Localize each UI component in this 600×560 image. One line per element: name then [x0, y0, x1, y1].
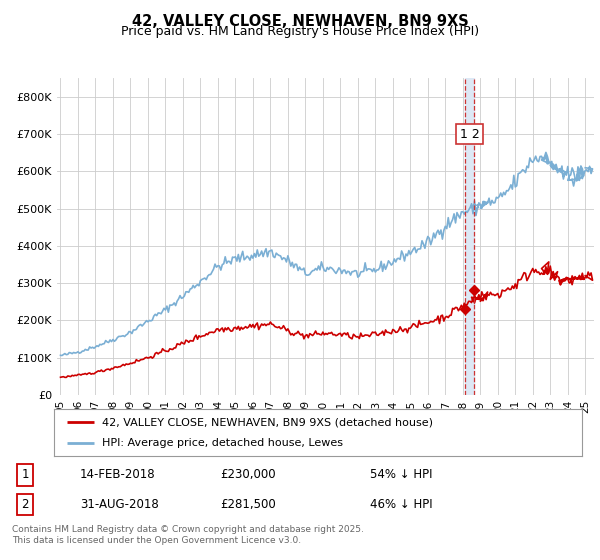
Text: 14-FEB-2018: 14-FEB-2018: [80, 468, 155, 482]
Text: 42, VALLEY CLOSE, NEWHAVEN, BN9 9XS (detached house): 42, VALLEY CLOSE, NEWHAVEN, BN9 9XS (det…: [101, 417, 433, 427]
Text: 31-AUG-2018: 31-AUG-2018: [80, 498, 159, 511]
Text: HPI: Average price, detached house, Lewes: HPI: Average price, detached house, Lewe…: [101, 438, 343, 448]
Text: 46% ↓ HPI: 46% ↓ HPI: [370, 498, 433, 511]
Text: 1 2: 1 2: [460, 128, 479, 141]
Text: Contains HM Land Registry data © Crown copyright and database right 2025.
This d: Contains HM Land Registry data © Crown c…: [12, 525, 364, 545]
Text: 2: 2: [21, 498, 29, 511]
Text: 1: 1: [21, 468, 29, 482]
Text: 54% ↓ HPI: 54% ↓ HPI: [370, 468, 433, 482]
Text: Price paid vs. HM Land Registry's House Price Index (HPI): Price paid vs. HM Land Registry's House …: [121, 25, 479, 38]
Bar: [465, 78, 475, 395]
Text: 42, VALLEY CLOSE, NEWHAVEN, BN9 9XS: 42, VALLEY CLOSE, NEWHAVEN, BN9 9XS: [131, 14, 469, 29]
Text: £281,500: £281,500: [220, 498, 276, 511]
Text: £230,000: £230,000: [220, 468, 275, 482]
